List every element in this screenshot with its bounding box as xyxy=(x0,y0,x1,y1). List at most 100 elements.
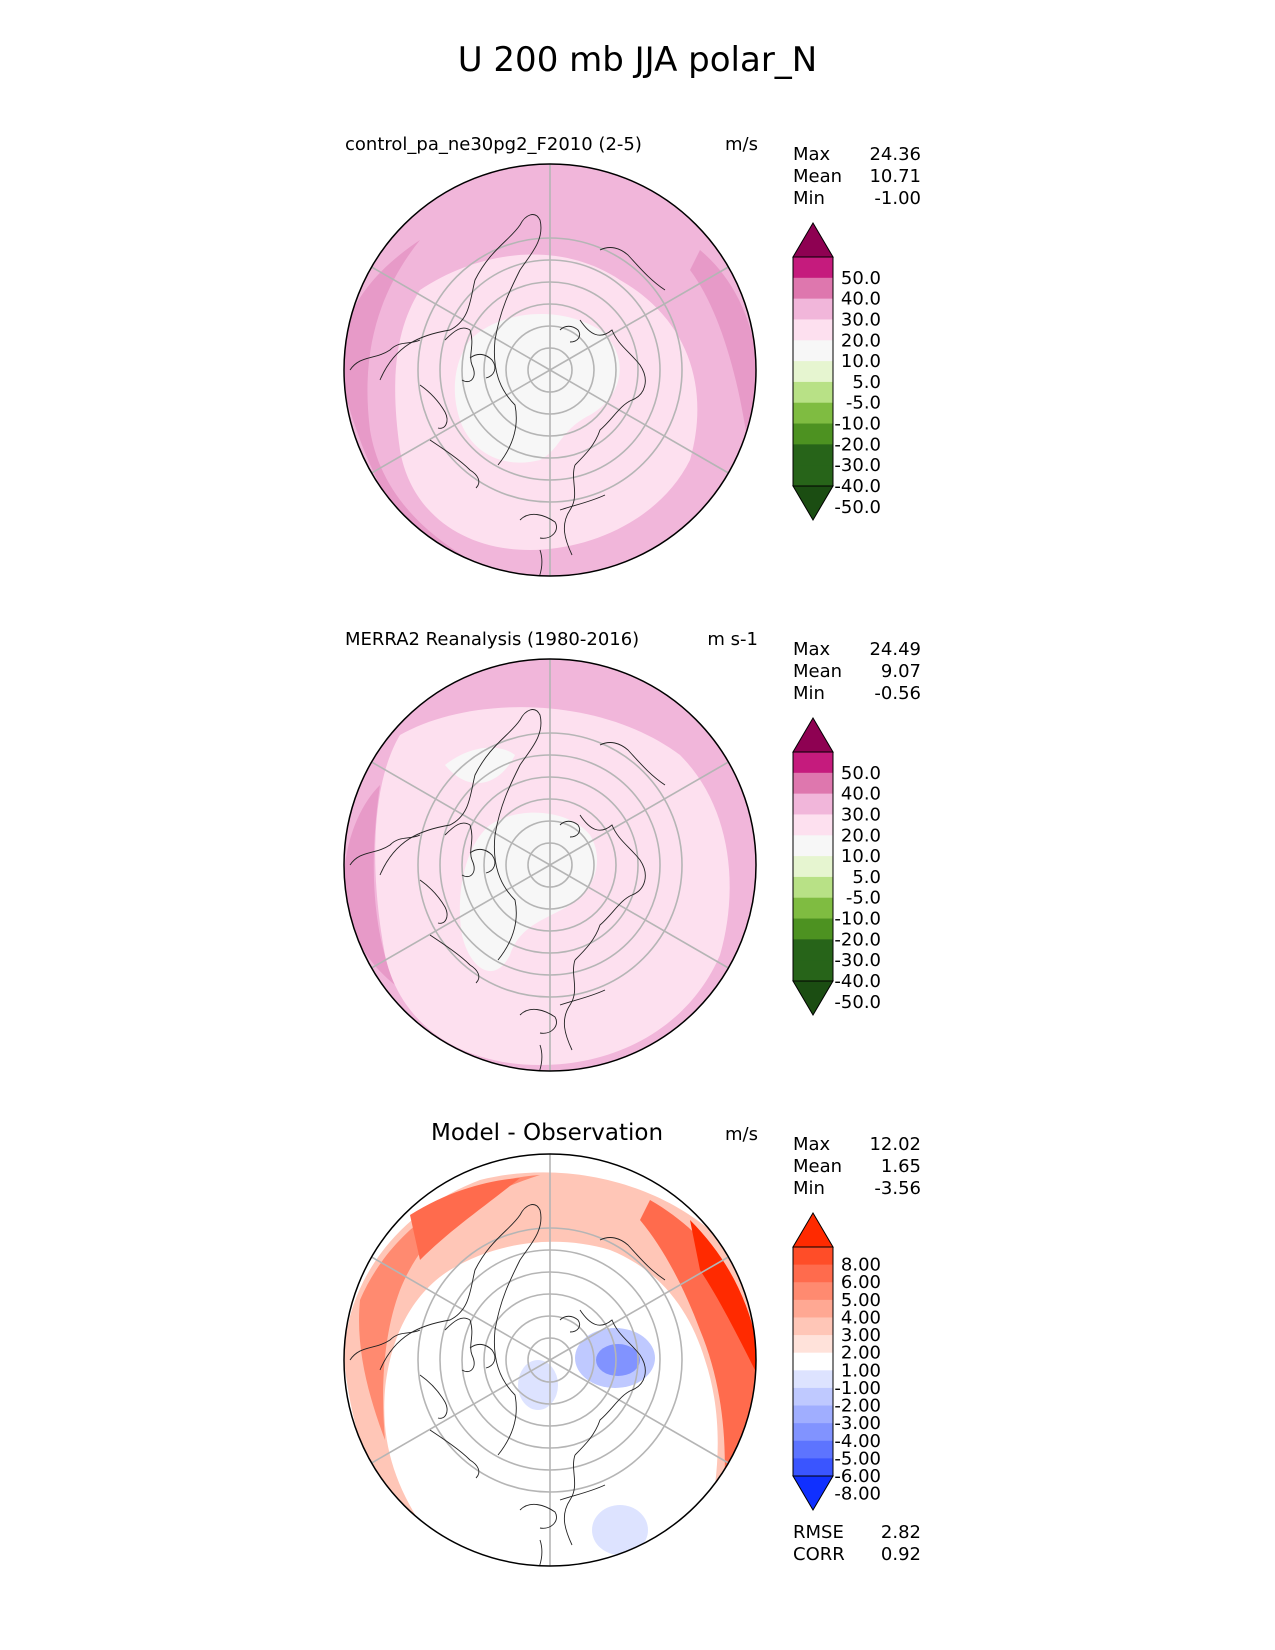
panel-ref: MERRA2 Reanalysis (1980-2016) m s-1 Max 2… xyxy=(0,625,1275,1125)
colorbar-tick-label: -8.00 xyxy=(834,1484,881,1505)
colorbar-swatch xyxy=(793,319,833,341)
colorbar-tick-label: 8.00 xyxy=(841,1255,881,1276)
colorbar-tick-label: 2.00 xyxy=(841,1343,881,1364)
coastline-path xyxy=(349,834,421,866)
coastline-path xyxy=(574,1309,646,1456)
coastline-path xyxy=(559,464,606,556)
panel-units: m/s xyxy=(725,1124,758,1145)
colorbar-tick-label: 50.0 xyxy=(841,763,881,784)
stat-label: CORR xyxy=(793,1544,845,1565)
contour-region xyxy=(596,1344,640,1376)
colorbar-swatch xyxy=(793,1335,833,1354)
stat-value: 24.49 xyxy=(869,639,921,660)
stat-label: Mean xyxy=(793,661,843,682)
meridian-line xyxy=(549,1256,729,1361)
colorbar-swatch xyxy=(793,876,833,899)
colorbar-tick-label: -50.0 xyxy=(834,992,881,1013)
panel-units: m/s xyxy=(725,134,758,155)
stat-value: 9.07 xyxy=(880,661,921,682)
colorbar-tick-label: -6.00 xyxy=(834,1466,881,1487)
stat-value: 0.92 xyxy=(880,1544,921,1565)
colorbar-swatch xyxy=(793,1458,833,1477)
stats-block: Max 24.49 Mean 9.07 Min -0.56 xyxy=(793,639,921,705)
colorbar-swatch xyxy=(793,1423,833,1442)
coastline-path xyxy=(519,513,557,539)
colorbar-swatch xyxy=(793,340,833,362)
colorbar: 50.040.030.020.010.05.0-5.0-10.0-20.0-30… xyxy=(792,717,881,1016)
contour-region xyxy=(359,1175,540,1440)
contour-region xyxy=(344,1172,756,1550)
colorbar-tick-label: -10.0 xyxy=(834,414,881,435)
colorbar-tick-label: -5.0 xyxy=(846,393,881,414)
coastline-path xyxy=(444,327,475,383)
colorbar-swatch xyxy=(793,793,833,815)
coastline-path xyxy=(559,325,581,343)
colorbar-tick-label: 20.0 xyxy=(841,330,881,351)
coastline-path xyxy=(523,1044,543,1071)
colorbar-frame xyxy=(792,256,834,487)
coastline-path xyxy=(349,1329,421,1361)
meridian-line xyxy=(371,266,551,371)
map-boundary xyxy=(343,658,757,1072)
colorbar-swatch xyxy=(793,298,833,320)
contour-region xyxy=(690,1220,756,1380)
stat-label: Max xyxy=(793,1134,831,1155)
coastline-path xyxy=(444,822,475,878)
colorbar-tick-label: -50.0 xyxy=(834,497,881,518)
stat-label: Max xyxy=(793,144,831,165)
stat-value: -1.00 xyxy=(874,188,921,209)
colorbar-swatch xyxy=(793,444,833,466)
colorbar-tick-label: -4.00 xyxy=(834,1431,881,1452)
colorbar-swatch xyxy=(793,423,833,445)
colorbar-tick-label: 5.0 xyxy=(852,867,881,888)
stat-label: Mean xyxy=(793,1156,843,1177)
colorbar-tick-label: 1.00 xyxy=(841,1360,881,1381)
colorbar-tick-label: -5.0 xyxy=(846,888,881,909)
colorbar-swatch xyxy=(793,918,833,940)
colorbar-swatch xyxy=(793,1317,833,1336)
colorbar-tick-label: -40.0 xyxy=(834,971,881,992)
meridian-line xyxy=(549,761,729,866)
contour-region xyxy=(592,1505,648,1555)
colorbar-swatch xyxy=(793,361,833,383)
colorbar-tick-label: -5.00 xyxy=(834,1448,881,1469)
rmse-corr-block: RMSE 2.82 CORR 0.92 xyxy=(793,1522,921,1566)
colorbar-tick-label: -30.0 xyxy=(834,950,881,971)
stat-value: 1.65 xyxy=(880,1156,921,1177)
coastline-path xyxy=(349,339,421,371)
colorbar-frame xyxy=(792,1246,834,1477)
coastline-path xyxy=(559,1315,581,1333)
panel-test: control_pa_ne30pg2_F2010 (2-5) m/s Max 24… xyxy=(0,130,1275,630)
panel-diff: Model - Observation m/s Max 12.02 Mean 1.6… xyxy=(0,1120,1275,1620)
contour-region xyxy=(410,1178,520,1260)
colorbar-swatch xyxy=(793,1299,833,1318)
meridian-line xyxy=(371,761,551,866)
coastline-path xyxy=(523,1539,543,1566)
stat-value: 2.82 xyxy=(880,1522,921,1543)
colorbar-swatch xyxy=(793,814,833,836)
coastline-path xyxy=(429,934,480,984)
coastline-path xyxy=(419,879,448,924)
coastlines xyxy=(349,709,666,1071)
panel-center-title: Model - Observation xyxy=(431,1120,664,1146)
colorbar-extend-top xyxy=(792,1212,834,1248)
coastline-path xyxy=(574,814,646,961)
colorbar: 8.006.005.004.003.002.001.00-1.00-2.00-3… xyxy=(792,1212,881,1511)
coastline-path xyxy=(379,1204,542,1456)
map-boundary xyxy=(343,1153,757,1567)
colorbar: 50.040.030.020.010.05.0-5.0-10.0-20.0-30… xyxy=(792,222,881,521)
coastlines xyxy=(349,1204,666,1566)
coastline-path xyxy=(379,214,542,466)
colorbar-tick-label: -3.00 xyxy=(834,1413,881,1434)
colorbar-extend-bottom xyxy=(792,1475,834,1511)
colorbar-tick-label: 6.00 xyxy=(841,1272,881,1293)
colorbar-tick-label: -10.0 xyxy=(834,909,881,930)
stat-value: 10.71 xyxy=(869,166,921,187)
contour-region xyxy=(380,560,520,576)
coastline-path xyxy=(444,1317,475,1373)
colorbar-swatch xyxy=(793,381,833,404)
colorbar-swatch xyxy=(793,1352,833,1371)
stat-value: 12.02 xyxy=(869,1134,921,1155)
colorbar-tick-label: 40.0 xyxy=(841,289,881,310)
colorbar-tick-label: 5.0 xyxy=(852,372,881,393)
